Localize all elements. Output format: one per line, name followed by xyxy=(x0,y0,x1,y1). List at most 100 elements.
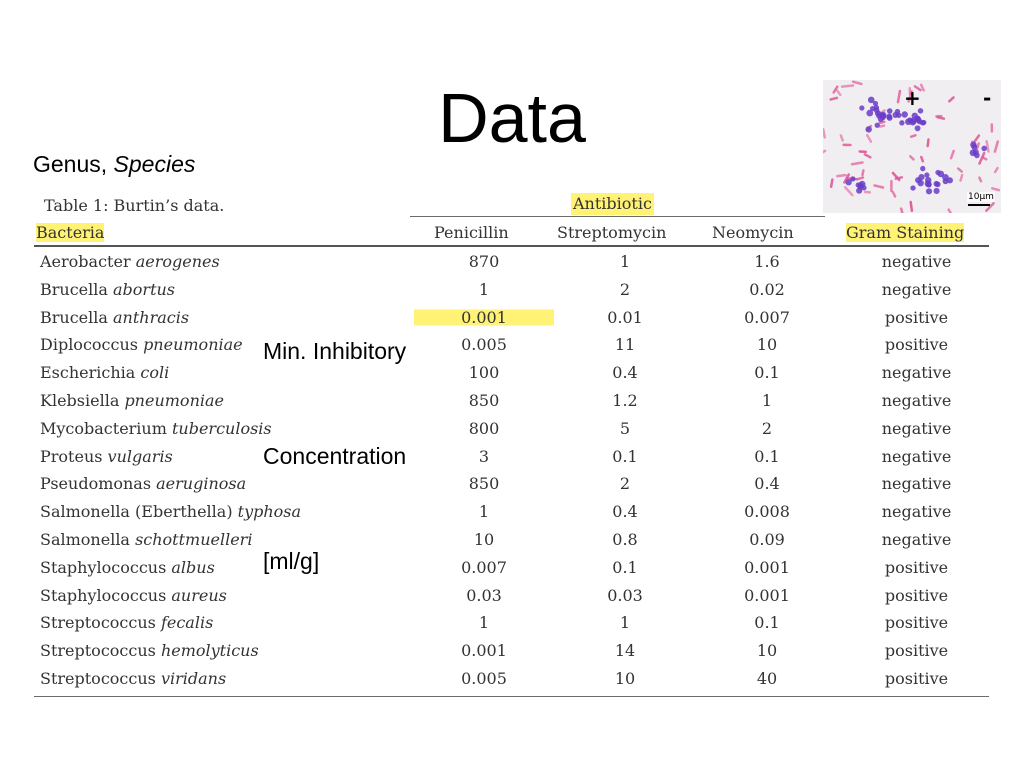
gram-positive-coccus xyxy=(981,145,987,152)
table-row: Staphylococcus aureus 0.03 0.03 0.001 positi… xyxy=(34,582,995,610)
table-row: Staphylococcus albus 0.007 0.1 0.001 positiv… xyxy=(34,554,995,582)
cell-penicillin: 0.03 xyxy=(466,585,502,605)
table-row: Mycobacterium tuberculosis 800 5 2 negative xyxy=(34,415,995,443)
cell-penicillin: 1 xyxy=(478,502,490,522)
bacteria-species: aureus xyxy=(171,585,227,605)
mic-label-line-1: Min. Inhibitory xyxy=(263,334,407,369)
cell-bacteria: Diplococcus pneumoniae xyxy=(34,331,414,359)
bacteria-genus: Klebsiella xyxy=(40,390,125,410)
genus-label-species: Species xyxy=(113,151,196,177)
gram-positive-coccus xyxy=(874,122,880,128)
table-row: Pseudomonas aeruginosa 850 2 0.4 negative xyxy=(34,470,995,498)
bacteria-genus: Escherichia xyxy=(40,363,141,383)
gram-positive-coccus xyxy=(920,120,926,126)
cell-bacteria: Mycobacterium tuberculosis xyxy=(34,415,414,443)
cell-gram-staining: positive xyxy=(884,641,949,661)
table-row: Diplococcus pneumoniae 0.005 11 10 positive xyxy=(34,331,995,359)
cell-bacteria: Escherichia coli xyxy=(34,359,414,387)
cell-penicillin: 850 xyxy=(468,474,500,494)
cell-streptomycin: 0.4 xyxy=(612,502,638,522)
table-body: Aerobacter aerogenes 870 1 1.6 negative Bruce… xyxy=(34,248,995,693)
cell-streptomycin: 1.2 xyxy=(612,390,638,410)
cell-bacteria: Streptococcus viridans xyxy=(34,665,414,693)
gram-negative-rod xyxy=(840,84,855,88)
bacteria-species: vulgaris xyxy=(107,446,173,466)
gram-positive-coccus xyxy=(917,179,924,187)
gram-positive-coccus xyxy=(969,149,977,157)
cell-neomycin: 0.001 xyxy=(744,585,790,605)
gram-positive-coccus xyxy=(872,100,879,107)
header-streptomycin: Streptomycin xyxy=(557,223,667,242)
gram-negative-rod xyxy=(990,123,994,133)
header-bacteria: Bacteria xyxy=(36,222,105,244)
mic-label-line-2: Concentration xyxy=(263,439,407,474)
gram-positive-coccus xyxy=(865,126,872,133)
bacteria-genus: Staphylococcus xyxy=(40,585,172,605)
cell-neomycin: 10 xyxy=(756,335,778,355)
cell-gram-staining: negative xyxy=(881,252,952,271)
gram-negative-rod xyxy=(894,176,904,180)
gram-stain-micrograph: + - 10μm xyxy=(823,80,1001,213)
bacteria-species: coli xyxy=(140,363,170,383)
gram-negative-rod xyxy=(863,190,872,194)
bacteria-genus: Salmonella xyxy=(40,529,136,549)
gram-negative-rod xyxy=(878,120,886,125)
gram-positive-coccus xyxy=(924,176,932,184)
table-row: Streptococcus hemolyticus 0.001 14 10 positi… xyxy=(34,637,995,665)
gram-positive-coccus xyxy=(946,177,954,184)
gram-negative-rod xyxy=(823,128,827,139)
cell-gram-staining: positive xyxy=(884,557,949,577)
cell-streptomycin: 10 xyxy=(614,668,636,688)
cell-penicillin: 800 xyxy=(468,418,500,438)
bacteria-genus: Streptococcus xyxy=(40,613,161,633)
bacteria-genus: Mycobacterium xyxy=(40,418,172,438)
cell-penicillin: 0.005 xyxy=(461,668,507,688)
header-penicillin: Penicillin xyxy=(434,223,509,242)
bacteria-genus: Staphylococcus xyxy=(40,557,172,577)
gram-positive-coccus xyxy=(899,120,905,126)
cell-neomycin: 0.4 xyxy=(754,474,780,494)
gram-negative-rod xyxy=(851,80,863,86)
cell-streptomycin: 5 xyxy=(619,418,631,438)
gram-positive-coccus xyxy=(935,169,941,176)
header-bottom-rule xyxy=(34,245,989,247)
table-row: Aerobacter aerogenes 870 1 1.6 negative xyxy=(34,248,995,276)
gram-negative-rod xyxy=(948,96,955,103)
gram-negative-marker: - xyxy=(983,86,992,110)
bacteria-species: abortus xyxy=(113,279,176,299)
gram-positive-coccus xyxy=(867,96,875,104)
cell-gram-staining: negative xyxy=(881,390,952,410)
table-row: Streptococcus viridans 0.005 10 40 positive xyxy=(34,665,995,693)
table-row: Streptococcus fecalis 1 1 0.1 positive xyxy=(34,609,995,637)
gram-positive-coccus xyxy=(859,105,865,111)
gram-negative-rod xyxy=(896,89,902,104)
bacteria-genus: Salmonella (Eberthella) xyxy=(40,502,238,522)
cell-gram-staining: negative xyxy=(881,279,952,299)
antibiotic-group-header: Antibiotic xyxy=(571,193,654,215)
cell-gram-staining: positive xyxy=(884,307,949,327)
cell-streptomycin: 0.1 xyxy=(612,557,638,577)
antibiotic-header-rule xyxy=(410,216,825,217)
gram-negative-rod xyxy=(890,179,893,193)
cell-gram-staining: negative xyxy=(881,363,952,383)
gram-negative-rod xyxy=(993,140,1000,153)
cell-neomycin: 2 xyxy=(761,418,773,438)
scale-bar-label: 10μm xyxy=(967,192,995,202)
cell-neomycin: 0.007 xyxy=(744,307,790,327)
cell-bacteria: Salmonella schottmuelleri xyxy=(34,526,414,554)
table-row: Salmonella (Eberthella) typhosa 1 0.4 0.008… xyxy=(34,498,995,526)
gram-negative-rod xyxy=(836,89,842,97)
cell-gram-staining: positive xyxy=(884,585,949,605)
gram-negative-rod xyxy=(829,178,834,188)
table-caption: Table 1: Burtin’s data. xyxy=(44,196,225,215)
burtin-data-table: Aerobacter aerogenes 870 1 1.6 negative Bruce… xyxy=(34,248,995,693)
cell-gram-staining: positive xyxy=(884,613,949,633)
gram-negative-rod xyxy=(919,83,926,92)
micrograph-drawing xyxy=(823,80,1001,213)
cell-bacteria: Proteus vulgaris xyxy=(34,443,414,471)
gram-negative-rod xyxy=(909,134,917,138)
cell-bacteria: Staphylococcus albus xyxy=(34,554,414,582)
gram-negative-rod xyxy=(873,184,885,189)
cell-gram-staining: negative xyxy=(881,502,952,522)
